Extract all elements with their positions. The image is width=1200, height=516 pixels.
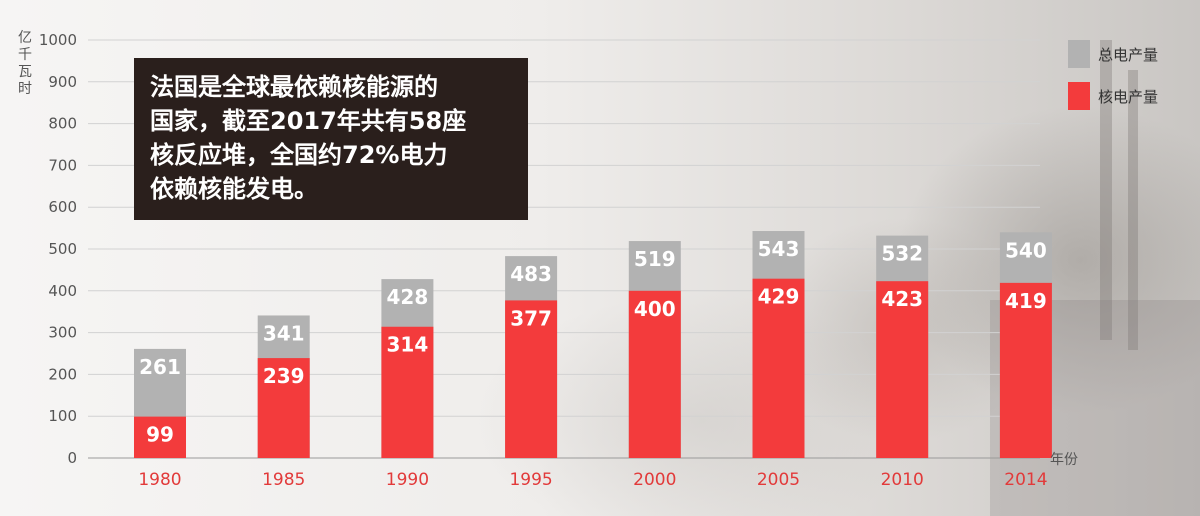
x-tick-label: 2000	[633, 470, 676, 490]
x-tick-label: 2005	[757, 470, 800, 490]
bar-nuclear	[381, 326, 434, 458]
legend-swatch-total	[1068, 40, 1090, 68]
data-label-total: 483	[510, 262, 552, 286]
data-label-total: 540	[1005, 238, 1047, 262]
data-label-nuclear: 99	[146, 423, 174, 447]
x-tick-label: 1990	[386, 470, 429, 490]
bar-nuclear	[257, 358, 310, 458]
x-tick-label: 2014	[1004, 470, 1047, 490]
legend-item-total: 总电产量	[1068, 40, 1158, 68]
bars: 261 99 341 239 428 314 483 377 519 400 543 429 532 42…	[134, 231, 1052, 458]
y-tick-label: 700	[48, 156, 77, 174]
data-label-nuclear: 400	[634, 297, 676, 321]
y-tick-label: 800	[48, 115, 77, 133]
y-tick-label: 300	[48, 324, 77, 342]
data-label-total: 543	[758, 237, 800, 261]
bar-nuclear	[999, 282, 1052, 458]
y-tick-label: 400	[48, 282, 77, 300]
data-label-total: 519	[634, 247, 676, 271]
legend-label-total: 总电产量	[1098, 45, 1159, 64]
data-label-nuclear: 239	[263, 364, 305, 388]
annotation-line: 法国是全球最依赖核能源的	[150, 73, 438, 101]
y-tick-label: 200	[48, 365, 77, 383]
x-tick-label: 1980	[138, 470, 181, 490]
annotation-line: 依赖核能发电。	[150, 175, 318, 203]
legend: 总电产量 核电产量	[1068, 40, 1158, 124]
bar-nuclear	[134, 416, 186, 458]
data-label-total: 532	[881, 242, 923, 266]
y-tick-label: 600	[48, 198, 77, 216]
x-axis-categories: 1980 1985 1990 1995 2000 2005 2010 2014	[138, 470, 1047, 490]
data-label-nuclear: 419	[1005, 289, 1047, 313]
x-tick-label: 1995	[509, 470, 552, 490]
bar-nuclear	[752, 278, 805, 458]
legend-label-nuclear: 核电产量	[1098, 87, 1159, 106]
annotation-box: 法国是全球最依赖核能源的 国家，截至2017年共有58座 核反应堆，全国约72%…	[134, 58, 528, 220]
legend-swatch-nuclear	[1068, 82, 1090, 110]
y-tick-label: 0	[67, 449, 77, 467]
x-axis-label: 年份	[1050, 452, 1078, 468]
data-label-nuclear: 314	[387, 333, 429, 357]
data-label-total: 261	[139, 355, 181, 379]
annotation-line: 国家，截至2017年共有58座	[150, 107, 467, 135]
y-tick-label: 500	[48, 240, 77, 258]
y-tick-label: 100	[48, 407, 77, 425]
bar-nuclear	[505, 300, 558, 458]
legend-item-nuclear: 核电产量	[1068, 82, 1158, 110]
y-axis-label: 亿千瓦时	[18, 30, 32, 97]
data-label-nuclear: 377	[510, 306, 552, 330]
data-label-total: 428	[387, 285, 429, 309]
data-label-total: 341	[263, 321, 305, 345]
data-label-nuclear: 423	[881, 287, 923, 311]
data-label-nuclear: 429	[758, 285, 800, 309]
bar-nuclear	[628, 290, 681, 458]
x-tick-label: 2010	[881, 470, 924, 490]
bar-nuclear	[876, 281, 929, 458]
y-tick-label: 900	[48, 73, 77, 91]
y-axis-ticks: 0 100 200 300 400 500 600 700 800 900 1000	[39, 31, 77, 467]
x-tick-label: 1985	[262, 470, 305, 490]
annotation-line: 核反应堆，全国约72%电力	[150, 141, 448, 169]
y-tick-label: 1000	[39, 31, 77, 49]
